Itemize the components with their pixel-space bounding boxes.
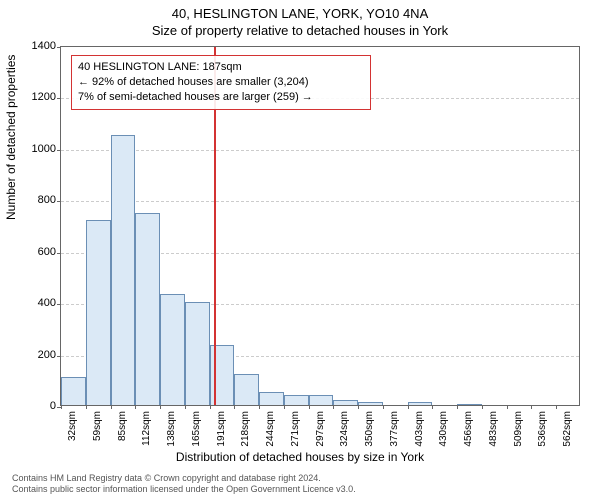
xtick-label: 350sqm [364,411,375,455]
ytick-mark [57,98,61,99]
ytick-mark [57,150,61,151]
xtick-mark [185,405,186,409]
histogram-bar [160,294,185,405]
gridline [61,150,579,151]
histogram-bar [210,345,235,405]
ytick-label: 1000 [16,143,56,155]
xtick-label: 138sqm [166,411,177,455]
ytick-label: 800 [16,194,56,206]
ytick-label: 1400 [16,40,56,52]
histogram-bar [408,402,433,405]
footer-line-2: Contains public sector information licen… [12,484,356,496]
xtick-label: 562sqm [562,411,573,455]
xtick-label: 32sqm [67,411,78,455]
xtick-mark [160,405,161,409]
xtick-label: 297sqm [315,411,326,455]
xtick-mark [111,405,112,409]
histogram-bar [457,404,482,405]
xtick-mark [457,405,458,409]
annotation-box: 40 HESLINGTON LANE: 187sqm← 92% of detac… [71,55,371,110]
xtick-mark [234,405,235,409]
plot-area: 32sqm59sqm85sqm112sqm138sqm165sqm191sqm2… [60,46,580,406]
title-sub: Size of property relative to detached ho… [0,21,600,38]
xtick-mark [432,405,433,409]
xtick-mark [482,405,483,409]
gridline [61,201,579,202]
xtick-label: 483sqm [488,411,499,455]
histogram-bar [358,402,383,405]
xtick-mark [383,405,384,409]
xtick-label: 377sqm [389,411,400,455]
histogram-bar [333,400,358,405]
xtick-mark [531,405,532,409]
ytick-label: 400 [16,297,56,309]
xtick-mark [86,405,87,409]
xtick-mark [259,405,260,409]
histogram-bar [234,374,259,405]
xtick-mark [284,405,285,409]
ytick-mark [57,47,61,48]
annotation-line-1: 40 HESLINGTON LANE: 187sqm [78,60,364,75]
x-axis-label: Distribution of detached houses by size … [0,450,600,464]
ytick-label: 0 [16,400,56,412]
xtick-label: 509sqm [513,411,524,455]
xtick-label: 165sqm [191,411,202,455]
histogram-bar [185,302,210,405]
annotation-line-2: ← 92% of detached houses are smaller (3,… [78,75,364,90]
xtick-label: 244sqm [265,411,276,455]
xtick-label: 403sqm [414,411,425,455]
ytick-mark [57,253,61,254]
ytick-label: 1200 [16,91,56,103]
xtick-label: 271sqm [290,411,301,455]
histogram-bar [284,395,309,405]
chart-container: 40, HESLINGTON LANE, YORK, YO10 4NA Size… [0,0,600,500]
xtick-label: 191sqm [216,411,227,455]
xtick-label: 85sqm [117,411,128,455]
histogram-bar [259,392,284,405]
annotation-line-3: 7% of semi-detached houses are larger (2… [78,90,364,105]
footer-attribution: Contains HM Land Registry data © Crown c… [12,473,356,496]
xtick-mark [507,405,508,409]
footer-line-1: Contains HM Land Registry data © Crown c… [12,473,356,485]
xtick-label: 430sqm [438,411,449,455]
xtick-mark [309,405,310,409]
ytick-mark [57,201,61,202]
xtick-mark [408,405,409,409]
xtick-label: 59sqm [92,411,103,455]
xtick-mark [135,405,136,409]
title-main: 40, HESLINGTON LANE, YORK, YO10 4NA [0,0,600,21]
xtick-label: 218sqm [240,411,251,455]
xtick-mark [556,405,557,409]
xtick-mark [210,405,211,409]
ytick-mark [57,304,61,305]
histogram-bar [309,395,334,405]
xtick-mark [358,405,359,409]
ytick-label: 200 [16,349,56,361]
xtick-label: 536sqm [537,411,548,455]
xtick-mark [61,405,62,409]
xtick-label: 324sqm [339,411,350,455]
ytick-label: 600 [16,246,56,258]
xtick-label: 112sqm [141,411,152,455]
xtick-label: 456sqm [463,411,474,455]
histogram-bar [111,135,136,405]
histogram-bar [61,377,86,405]
histogram-bar [86,220,111,405]
xtick-mark [333,405,334,409]
histogram-bar [135,213,160,405]
ytick-mark [57,356,61,357]
